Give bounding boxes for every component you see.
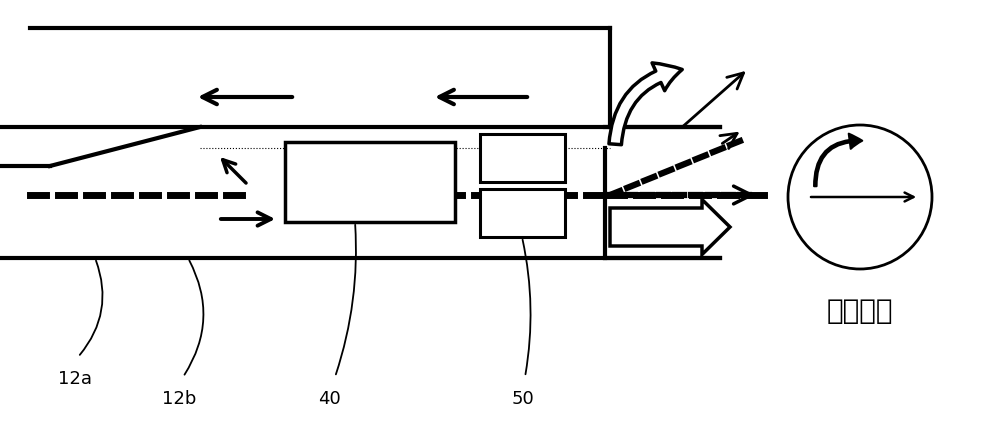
Bar [480,189,565,237]
Text: 相位布设: 相位布设 [827,297,893,325]
Bar [285,142,455,222]
Text: 12b: 12b [162,390,196,408]
FancyArrowPatch shape [609,63,682,145]
FancyArrow shape [610,200,730,254]
Bar [480,134,565,182]
Text: 12a: 12a [58,370,92,388]
Text: 40: 40 [318,390,341,408]
FancyArrowPatch shape [814,134,862,186]
Text: 50: 50 [512,390,535,408]
